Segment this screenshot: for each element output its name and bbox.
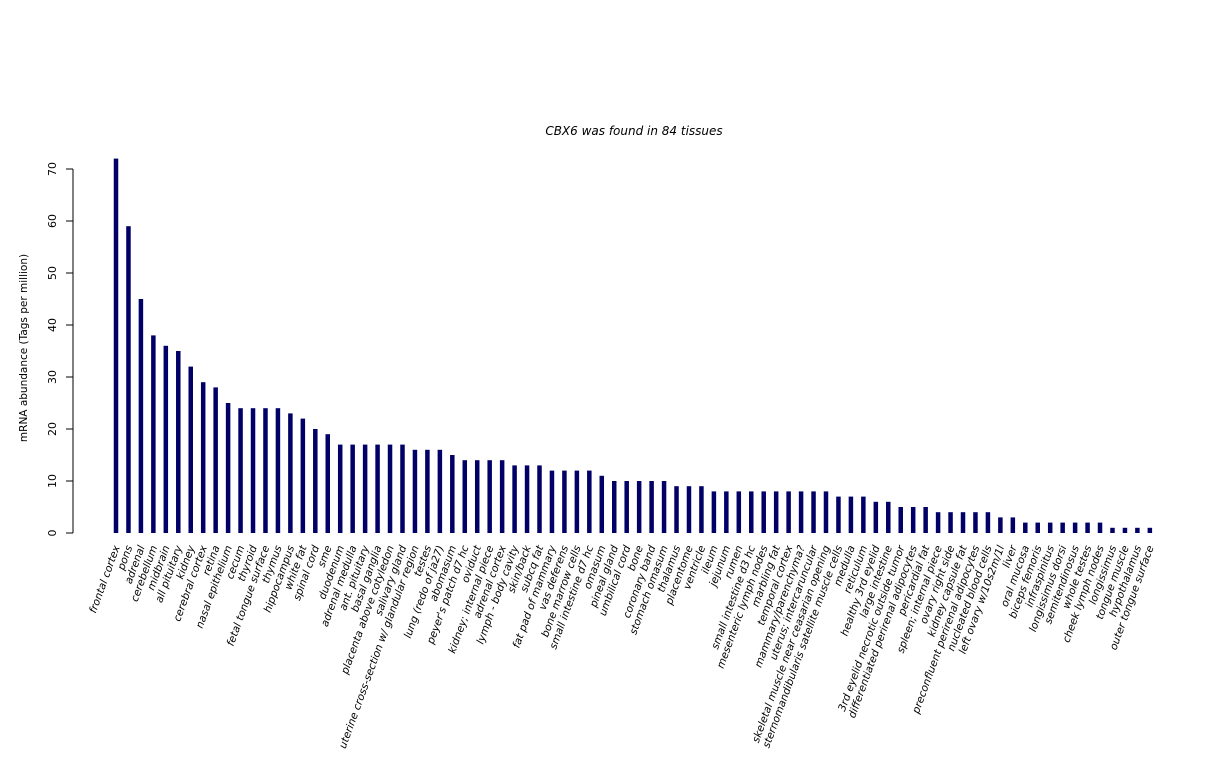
- bar: [176, 351, 181, 533]
- bar: [512, 465, 517, 533]
- bar: [450, 455, 455, 533]
- bar: [1035, 522, 1040, 533]
- bar: [898, 507, 903, 533]
- y-tick-label: 30: [46, 370, 59, 384]
- bar: [661, 481, 667, 533]
- bar: [1085, 522, 1090, 533]
- bar: [674, 486, 679, 533]
- bar: [1047, 522, 1053, 533]
- bar: [836, 496, 841, 533]
- bar: [699, 486, 704, 533]
- bar: [487, 460, 492, 533]
- bar: [138, 299, 144, 533]
- bar: [773, 491, 779, 533]
- bar: [1110, 527, 1115, 533]
- bar: [973, 512, 978, 533]
- bar: [823, 491, 829, 533]
- bar: [861, 496, 866, 533]
- bar: [126, 226, 131, 533]
- bar: [636, 481, 642, 533]
- bar: [599, 475, 605, 533]
- bar: [213, 387, 218, 533]
- bar: [499, 460, 505, 533]
- bar: [798, 491, 804, 533]
- y-tick-label: 0: [46, 530, 59, 537]
- bar: [649, 481, 654, 533]
- bar: [686, 486, 692, 533]
- bar: [562, 470, 567, 533]
- bar: [387, 444, 393, 533]
- bar: [313, 429, 318, 533]
- bar: [188, 366, 193, 533]
- bar: [786, 491, 791, 533]
- bar: [1023, 522, 1028, 533]
- bar: [574, 470, 580, 533]
- bar: [275, 408, 281, 533]
- bar: [200, 382, 206, 533]
- bar: [1010, 517, 1016, 533]
- bar: [362, 444, 368, 533]
- x-tick-labels: frontal cortexponsadrenalcerebellummidbr…: [87, 543, 1156, 750]
- bar: [624, 481, 629, 533]
- y-axis-label: mRNA abundance (Tags per million): [18, 254, 30, 442]
- bar: [998, 517, 1003, 533]
- bar: [400, 444, 405, 533]
- bar: [300, 418, 306, 533]
- chart-title: CBX6 was found in 84 tissues: [545, 124, 722, 138]
- bar: [350, 444, 355, 533]
- y-tick-label: 40: [46, 318, 59, 332]
- bar: [736, 491, 742, 533]
- bar: [1072, 522, 1078, 533]
- y-tick-label: 60: [46, 214, 59, 228]
- bar: [848, 496, 854, 533]
- bar: [425, 449, 430, 533]
- y-tick-label: 10: [46, 474, 59, 488]
- bar: [474, 460, 480, 533]
- bar: [151, 335, 156, 533]
- bar: [724, 491, 729, 533]
- bar: [611, 481, 617, 533]
- bar: [985, 512, 991, 533]
- bars: [113, 158, 1153, 533]
- x-tick-label: frontal cortex: [87, 543, 123, 615]
- y-axis: 0 10 20 30 40 50 60 70: [46, 162, 74, 537]
- bar: [412, 449, 418, 533]
- bar: [948, 512, 953, 533]
- bar: [238, 408, 243, 533]
- bar: [325, 434, 330, 533]
- bar: [263, 408, 268, 533]
- y-tick-label: 70: [46, 162, 59, 176]
- bar: [587, 470, 592, 533]
- bar: [225, 403, 231, 533]
- bar: [375, 444, 380, 533]
- y-tick-label: 20: [46, 422, 59, 436]
- bar: [873, 501, 879, 533]
- bar: [811, 491, 816, 533]
- bar: [537, 465, 542, 533]
- bar: [1122, 527, 1128, 533]
- bar: [250, 408, 256, 533]
- bar: [524, 465, 530, 533]
- y-tick-label: 50: [46, 266, 59, 280]
- bar: [711, 491, 717, 533]
- bar: [113, 158, 119, 533]
- bar: [886, 501, 891, 533]
- bar: [1147, 527, 1153, 533]
- bar: [935, 512, 941, 533]
- bar: [749, 491, 754, 533]
- bar: [163, 345, 169, 533]
- bar: [437, 449, 443, 533]
- bar: [1060, 522, 1065, 533]
- bar: [549, 470, 555, 533]
- bar: [288, 413, 293, 533]
- bar: [910, 507, 916, 533]
- bar: [337, 444, 343, 533]
- bar: [960, 512, 966, 533]
- bar: [761, 491, 766, 533]
- bar: [462, 460, 468, 533]
- bar: [1097, 522, 1103, 533]
- bar: [1135, 527, 1140, 533]
- bar: [923, 507, 928, 533]
